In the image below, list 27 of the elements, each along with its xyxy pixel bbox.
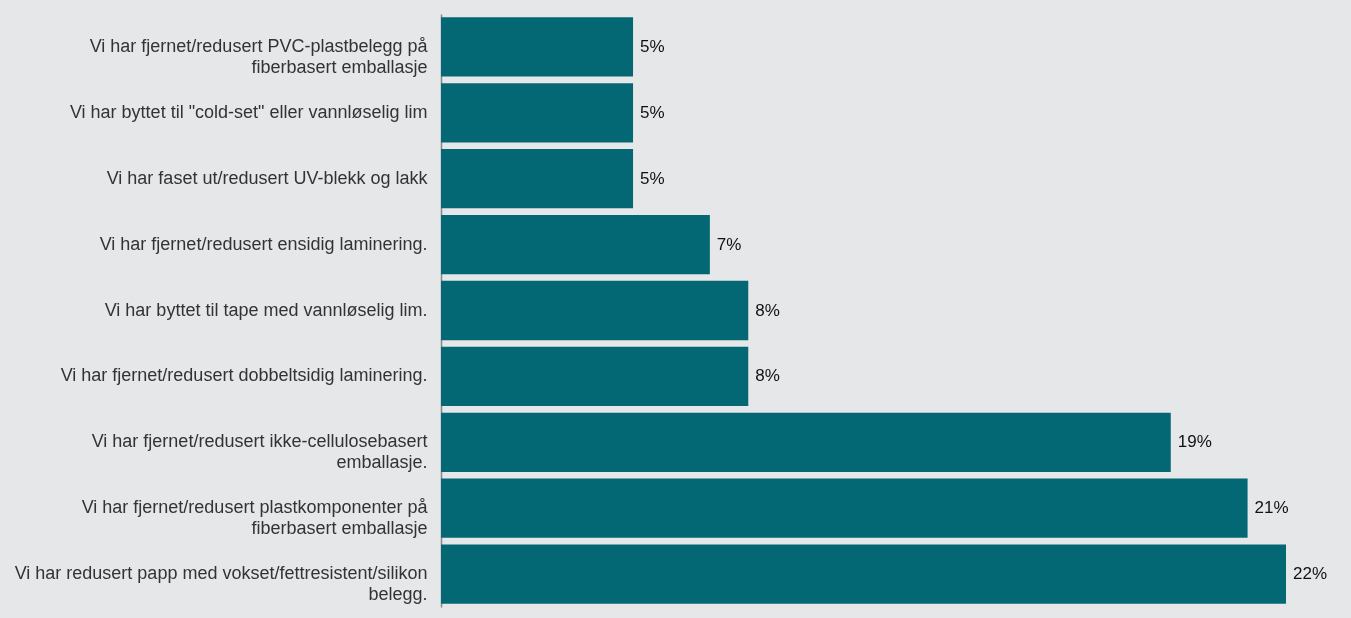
data-label: 5% <box>640 168 665 188</box>
y-tick-label: Vi har fjernet/redusert ikke-cellulosebasert emballasje. <box>91 431 428 473</box>
bar <box>441 478 1248 538</box>
y-tick-label: Vi har byttet til tape med vannløselig lim. <box>104 299 428 320</box>
y-tick-label: Vi har redusert papp med vokset/fettresistent/silikon belegg. <box>14 563 428 605</box>
y-tick-label: Vi har fjernet/redusert PVC-plastbelegg på fiberbasert emballasje <box>89 35 429 77</box>
bar <box>441 214 710 275</box>
bar <box>441 17 634 77</box>
data-label: 19% <box>1177 432 1212 452</box>
y-tick-label: Vi har fjernet/redusert dobbeltsidig laminering. <box>60 365 428 386</box>
data-label: 21% <box>1254 498 1289 518</box>
data-label: 22% <box>1293 564 1328 584</box>
bar <box>441 83 634 143</box>
bar <box>441 280 749 341</box>
bar <box>441 544 1286 604</box>
y-tick-label: Vi har faset ut/redusert UV-blekk og lakk <box>106 167 429 188</box>
data-label: 5% <box>640 102 665 122</box>
data-label: 7% <box>716 234 742 254</box>
y-tick-label: Vi har fjernet/redusert plastkomponenter på fiberbasert emballasje <box>81 497 429 539</box>
bar <box>441 412 1171 472</box>
data-label: 8% <box>755 300 780 320</box>
y-tick-label: Vi har byttet til "cold-set" eller vannløselig lim <box>69 101 428 122</box>
y-tick-label: Vi har fjernet/redusert ensidig laminering. <box>99 233 428 254</box>
data-label: 5% <box>640 36 665 56</box>
data-label: 8% <box>755 366 780 386</box>
bar <box>441 346 749 407</box>
bar <box>441 149 634 209</box>
